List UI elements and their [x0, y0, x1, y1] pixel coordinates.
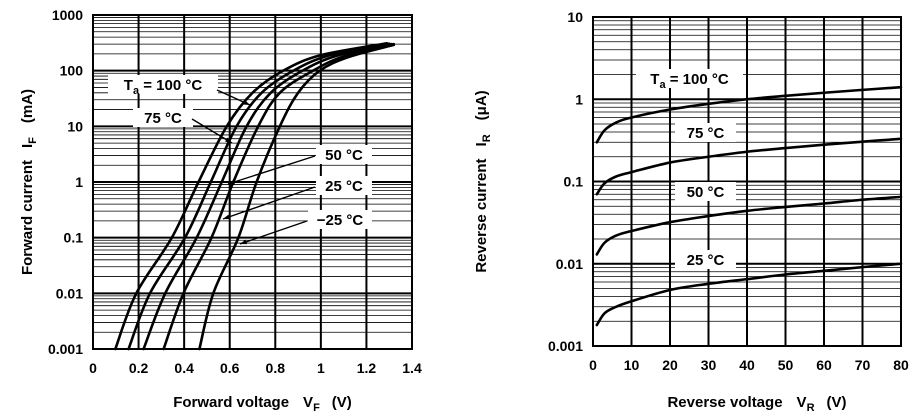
- y-tick-label: 0.1: [564, 174, 584, 190]
- x-tick-label: 1.4: [402, 360, 422, 376]
- label-arrow: [227, 155, 316, 185]
- x-tick-label: 1.2: [357, 360, 377, 376]
- x-tick-label: 70: [855, 357, 871, 373]
- series-label-background: [108, 75, 218, 94]
- plot-frame: [592, 16, 902, 347]
- series-label: 25 °C: [687, 252, 725, 269]
- series-label-background: [133, 108, 193, 127]
- reverse-current-chart: 0 10 20 30 40 50 60 70 80 0.001 0.01 0.1 1 10 Ta = 100…: [473, 9, 909, 414]
- x-tick-label: 1: [317, 360, 325, 376]
- series-label: Ta = 100 °C: [650, 71, 729, 91]
- x-tick-label: 80: [893, 357, 909, 373]
- series-curve-3: [595, 262, 903, 327]
- series-curve-4: [198, 43, 396, 351]
- series-label-background: [675, 182, 736, 201]
- y-axis-title: Reverse currentIR(μA): [473, 90, 493, 272]
- series-label: 75 °C: [687, 125, 725, 142]
- series-curve-3: [162, 42, 396, 351]
- x-axis-title: Forward voltage VF (V): [173, 394, 352, 414]
- y-tick-label: 100: [60, 63, 84, 79]
- x-tick-label: 20: [662, 357, 678, 373]
- x-tick-label: 30: [701, 357, 717, 373]
- series-label-background: [636, 69, 743, 88]
- arrowhead-icon: [243, 100, 250, 105]
- x-tick-label: 50: [778, 357, 794, 373]
- x-tick-label: 40: [739, 357, 755, 373]
- y-tick-label: 10: [567, 9, 583, 25]
- series-curve-1: [127, 42, 391, 351]
- series-label-background: [675, 250, 736, 269]
- x-tick-label: 60: [816, 357, 832, 373]
- grid: [592, 16, 902, 347]
- y-tick-label: 0.001: [48, 341, 83, 357]
- arrowhead-icon: [240, 239, 247, 245]
- series-curve-1: [595, 137, 903, 196]
- x-tick-label: 0.2: [129, 360, 149, 376]
- series-label: 50 °C: [325, 147, 363, 164]
- x-tick-label: 0.8: [266, 360, 286, 376]
- arrowhead-icon: [228, 179, 235, 185]
- y-tick-label: 0.01: [56, 285, 83, 301]
- series-curve-0: [114, 42, 389, 351]
- x-tick-label: 0: [89, 360, 97, 376]
- forward-current-chart: 0 0.2 0.4 0.6 0.8 1 1.2 1.4 0.001 0.01 0.1 1 10 100 10…: [19, 7, 422, 414]
- series-label: Ta = 100 °C: [124, 77, 203, 97]
- series-label-background: [308, 210, 372, 229]
- x-tick-label: 0.4: [174, 360, 194, 376]
- arrowhead-icon: [225, 137, 232, 143]
- x-tick-label: 0.6: [220, 360, 240, 376]
- series-label-background: [316, 145, 372, 164]
- series-curve-2: [595, 195, 903, 256]
- y-tick-label: 0.01: [556, 256, 583, 272]
- series-label-background: [316, 176, 372, 195]
- series-label: 75 °C: [144, 110, 182, 127]
- series-curve-2: [142, 42, 393, 351]
- x-tick-label: 0: [589, 357, 597, 373]
- x-axis-title: Reverse voltage VR (V): [667, 394, 846, 414]
- y-tick-label: 1000: [52, 7, 83, 23]
- y-tick-label: 1: [575, 91, 583, 107]
- label-arrow: [191, 118, 233, 144]
- series-label-background: [675, 123, 736, 142]
- label-arrow: [239, 220, 308, 245]
- y-tick-label: 10: [67, 118, 83, 134]
- plot-frame: [92, 14, 413, 350]
- arrowhead-icon: [223, 214, 230, 220]
- series-label: −25 °C: [317, 212, 364, 229]
- x-tick-label: 10: [624, 357, 640, 373]
- y-tick-label: 1: [75, 174, 83, 190]
- series-curve-0: [595, 85, 903, 144]
- y-tick-label: 0.001: [548, 338, 583, 354]
- series-label: 50 °C: [687, 184, 725, 201]
- y-axis-title: Forward currentIF(mA): [19, 89, 39, 275]
- series-label: 25 °C: [325, 178, 363, 195]
- y-tick-label: 0.1: [64, 230, 84, 246]
- label-arrow: [222, 186, 316, 220]
